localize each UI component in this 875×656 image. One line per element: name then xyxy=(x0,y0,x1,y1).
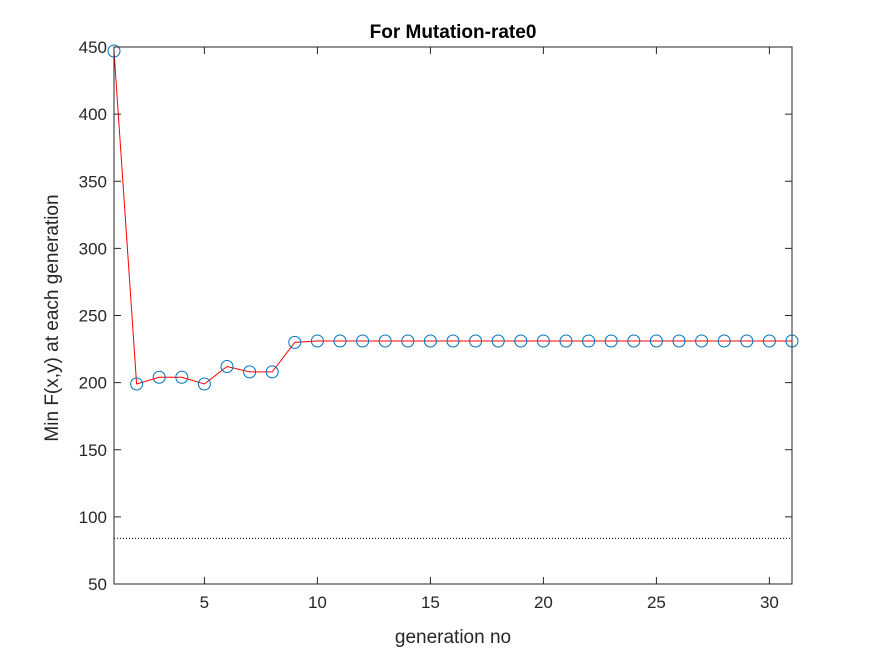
data-point xyxy=(559,334,573,348)
data-point xyxy=(604,334,618,348)
y-tick-label: 350 xyxy=(79,172,107,191)
x-tick-label: 15 xyxy=(421,593,440,612)
x-tick-label: 10 xyxy=(308,593,327,612)
data-point xyxy=(491,334,505,348)
data-point xyxy=(197,377,211,391)
x-ticks: 5 10 15 20 25 30 xyxy=(200,47,779,612)
data-point xyxy=(762,334,776,348)
y-tick-label: 300 xyxy=(79,239,107,258)
data-point xyxy=(695,334,709,348)
y-tick-label: 50 xyxy=(88,575,107,594)
y-tick-label: 100 xyxy=(79,508,107,527)
series-layer xyxy=(107,44,799,391)
y-tick-label: 450 xyxy=(79,38,107,57)
data-point xyxy=(265,365,279,379)
data-point xyxy=(152,370,166,384)
plot-area xyxy=(114,47,792,584)
y-tick-label: 150 xyxy=(79,441,107,460)
data-point xyxy=(288,335,302,349)
data-point xyxy=(717,334,731,348)
data-point xyxy=(243,365,257,379)
x-tick-label: 5 xyxy=(200,593,209,612)
x-axis-label: generation no xyxy=(395,627,511,648)
data-point xyxy=(356,334,370,348)
data-point xyxy=(469,334,483,348)
y-ticks: 50 100 150 200 250 300 350 400 450 xyxy=(79,38,792,594)
data-point xyxy=(220,360,234,374)
series-line xyxy=(113,50,792,385)
x-tick-label: 20 xyxy=(534,593,553,612)
data-point xyxy=(627,334,641,348)
x-tick-label: 25 xyxy=(647,593,666,612)
data-point xyxy=(175,370,189,384)
y-tick-label: 250 xyxy=(79,307,107,326)
y-tick-label: 400 xyxy=(79,105,107,124)
data-point xyxy=(423,334,437,348)
data-point xyxy=(130,377,144,391)
x-tick-label: 30 xyxy=(760,593,779,612)
y-axis-label: Min F(x,y) at each generation xyxy=(42,194,63,441)
data-point xyxy=(740,334,754,348)
data-point xyxy=(401,334,415,348)
data-point xyxy=(446,334,460,348)
data-point xyxy=(333,334,347,348)
data-point xyxy=(672,334,686,348)
data-point xyxy=(649,334,663,348)
data-point xyxy=(310,334,324,348)
data-point xyxy=(536,334,550,348)
data-point xyxy=(582,334,596,348)
data-point xyxy=(378,334,392,348)
chart-title: For Mutation-rate0 xyxy=(370,22,537,43)
data-point xyxy=(514,334,528,348)
y-tick-label: 200 xyxy=(79,374,107,393)
